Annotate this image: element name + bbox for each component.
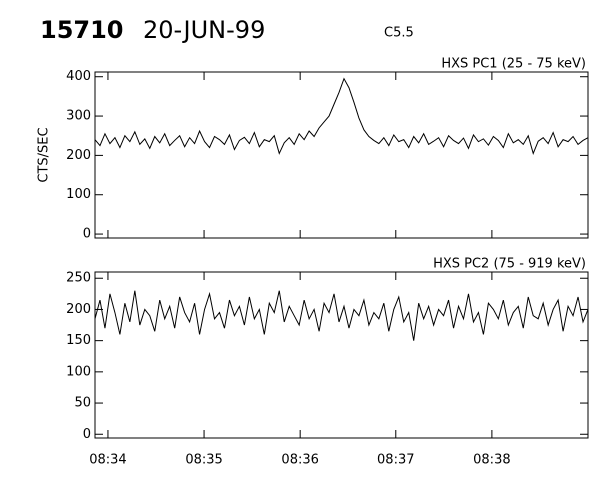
y-tick-label: 100: [66, 187, 91, 202]
x-tick-label: 08:38: [473, 453, 510, 468]
x-tick-label: 08:36: [281, 453, 318, 468]
event-date: 20-JUN-99: [143, 16, 265, 44]
data-line: [94, 77, 589, 155]
data-line: [94, 290, 589, 341]
y-tick-label: 200: [66, 148, 91, 163]
panel-title: HXS PC2 (75 - 919 keV): [433, 257, 586, 272]
x-tick-label: 08:37: [377, 453, 414, 468]
y-tick-label: 150: [66, 333, 91, 348]
y-tick-label: 0: [83, 227, 91, 242]
y-tick-label: 300: [66, 109, 91, 124]
y-tick-label: 400: [66, 69, 91, 84]
x-tick-label: 08:34: [89, 453, 126, 468]
y-tick-label: 100: [66, 364, 91, 379]
y-tick-label: 0: [83, 427, 91, 442]
plot-frame: [94, 271, 589, 439]
panel-title: HXS PC1 (25 - 75 keV): [441, 57, 586, 72]
flare-class: C5.5: [384, 26, 414, 41]
x-tick-label: 08:35: [185, 453, 222, 468]
y-tick-label: 50: [74, 396, 91, 411]
y-axis-label: CTS/SEC: [37, 127, 52, 182]
plot-frame: [94, 71, 589, 239]
y-tick-label: 250: [66, 271, 91, 286]
y-tick-label: 200: [66, 302, 91, 317]
event-id: 15710: [40, 16, 124, 44]
